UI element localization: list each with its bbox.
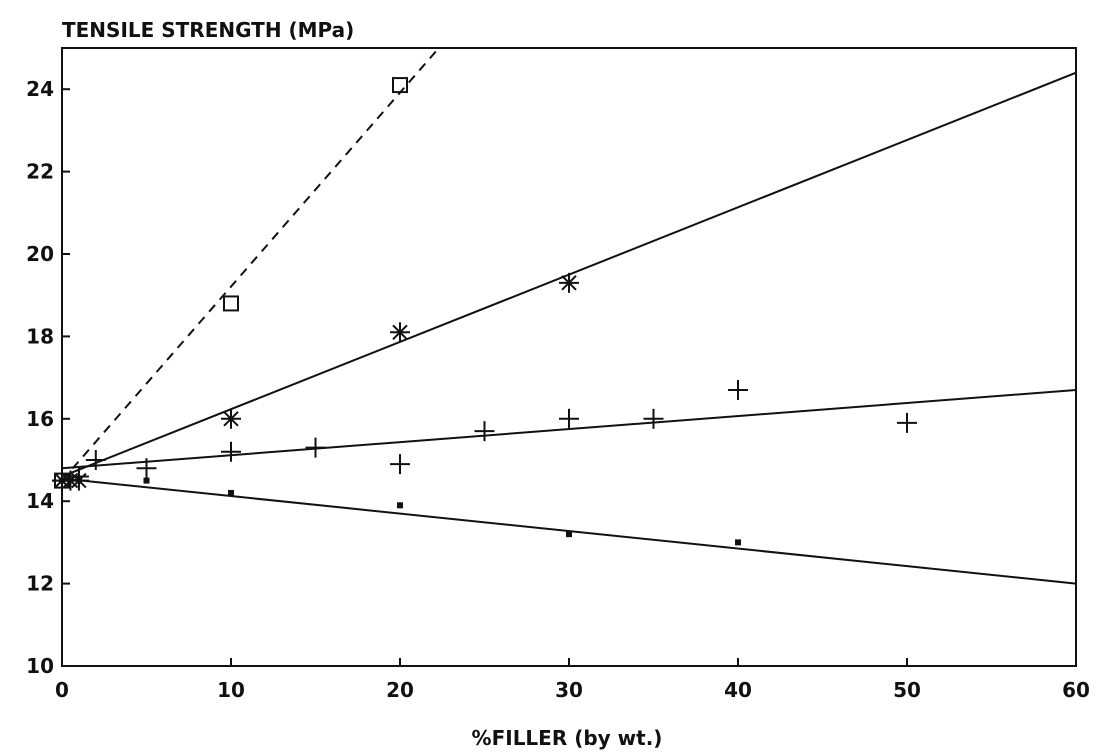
- data-point-dot: [59, 477, 65, 484]
- fit-lines-layer: [61, 47, 1077, 585]
- y-tick-label: 10: [26, 654, 54, 678]
- y-axis-title: TENSILE STRENGTH (MPa): [62, 18, 354, 42]
- y-tick-label: 20: [26, 242, 54, 266]
- y-tick-label: 16: [26, 407, 54, 431]
- y-tick-label: 18: [26, 324, 54, 348]
- plot-frame: [61, 47, 1077, 667]
- fit-line-plus: [61, 388, 1077, 470]
- x-tick-label: 20: [386, 678, 414, 702]
- y-tick-label: 22: [26, 160, 54, 184]
- data-point-plus: [390, 454, 410, 475]
- x-tick-label: 30: [555, 678, 583, 702]
- data-point-plus: [897, 412, 917, 433]
- data-point-asterisk: [390, 322, 410, 343]
- fit-line-square: [61, 47, 440, 482]
- x-tick-label: 50: [893, 678, 921, 702]
- data-point-square: [392, 77, 408, 94]
- data-point-dot: [75, 477, 82, 484]
- markers-layer: [52, 77, 917, 546]
- x-tick-label: 60: [1062, 678, 1090, 702]
- y-tick-label: 14: [26, 489, 54, 513]
- data-point-plus: [305, 437, 326, 458]
- y-tick-label: 24: [26, 77, 54, 101]
- data-point-plus: [221, 441, 241, 462]
- data-point-plus: [559, 408, 579, 429]
- data-point-dot: [566, 531, 572, 538]
- data-point-dot: [143, 477, 150, 484]
- x-tick-label: 10: [217, 678, 245, 702]
- x-axis-title: %FILLER (by wt.): [472, 726, 663, 750]
- data-point-dot: [397, 502, 403, 509]
- data-point-dot: [735, 539, 741, 546]
- data-point-asterisk: [221, 408, 241, 429]
- x-tick-label: 0: [55, 678, 69, 702]
- data-point-plus: [474, 421, 495, 442]
- data-point-asterisk: [559, 272, 579, 293]
- x-tick-label: 40: [724, 678, 752, 702]
- data-point-dot: [228, 489, 234, 496]
- y-tick-label: 12: [26, 572, 54, 596]
- data-point-plus: [728, 379, 748, 400]
- data-point-plus: [136, 458, 157, 479]
- data-point-plus: [643, 408, 664, 429]
- data-point-square: [223, 295, 239, 312]
- fit-line-dot: [61, 477, 1077, 585]
- data-point-plus: [85, 450, 106, 470]
